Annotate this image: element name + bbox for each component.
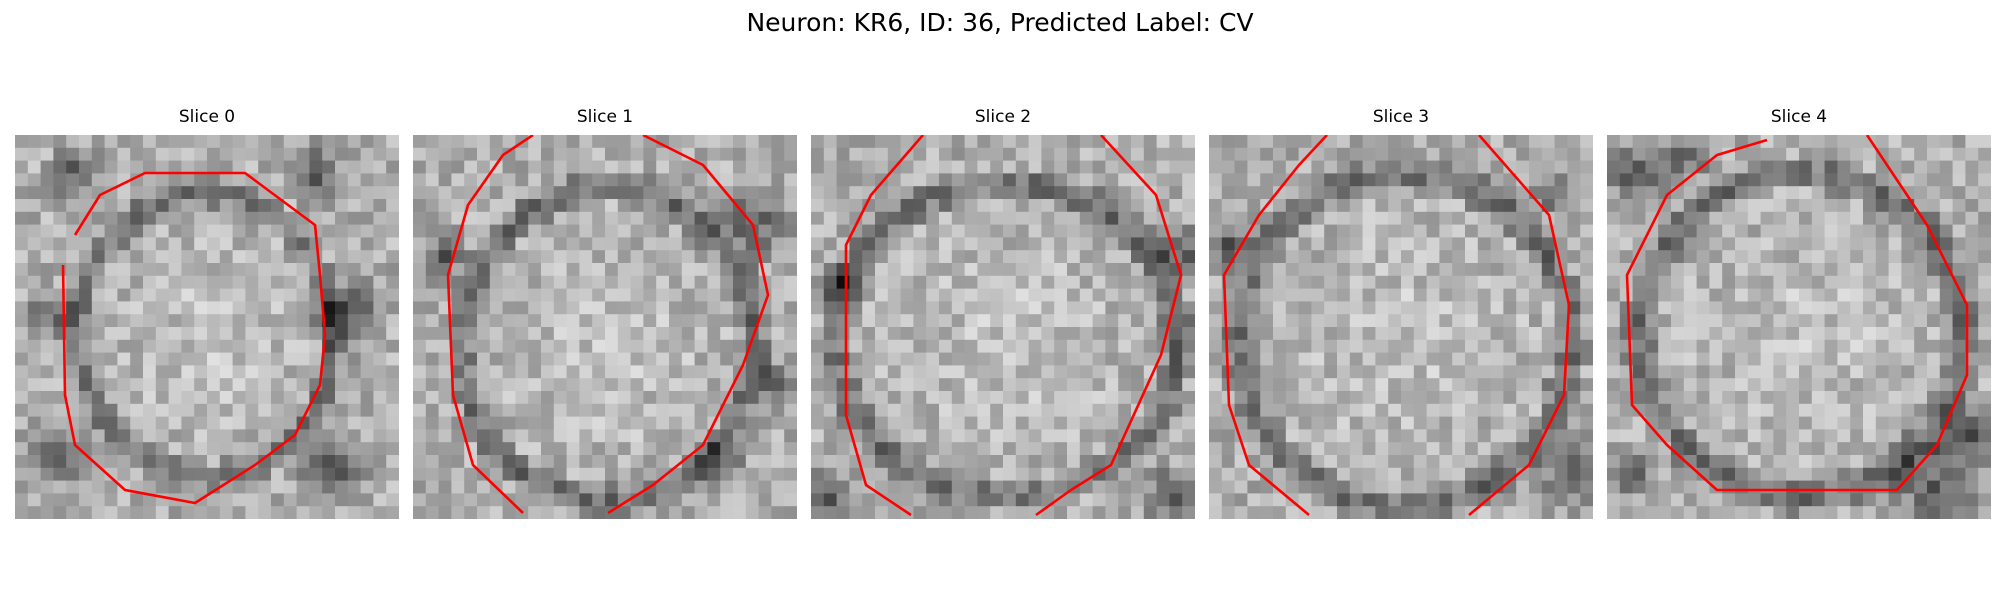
slice-image (1607, 135, 1991, 519)
contour-line (1625, 135, 1969, 492)
slice-image (15, 135, 399, 519)
slice-title: Slice 0 (178, 107, 236, 127)
contour-line (446, 135, 534, 514)
contour-line (61, 171, 327, 505)
slice-panel-0: Slice 0 (15, 107, 399, 529)
slice-panel-1: Slice 1 (413, 107, 797, 529)
contour-line (1035, 135, 1183, 517)
slice-panel-4: Slice 4 (1607, 107, 1991, 529)
slice-title: Slice 1 (576, 107, 634, 127)
slice-panel-3: Slice 3 (1209, 107, 1593, 529)
slice-title: Slice 2 (974, 107, 1032, 127)
contour-line (607, 135, 770, 515)
slice-image (413, 135, 797, 519)
slice-title: Slice 4 (1770, 107, 1828, 127)
slice-image (811, 135, 1195, 519)
contour-line (844, 135, 924, 517)
slice-image (1209, 135, 1593, 519)
figure-title: Neuron: KR6, ID: 36, Predicted Label: CV (746, 8, 1254, 37)
slice-title: Slice 3 (1372, 107, 1430, 127)
contour-line (1468, 135, 1571, 516)
contour-line (1222, 135, 1328, 516)
slice-panel-2: Slice 2 (811, 107, 1195, 529)
